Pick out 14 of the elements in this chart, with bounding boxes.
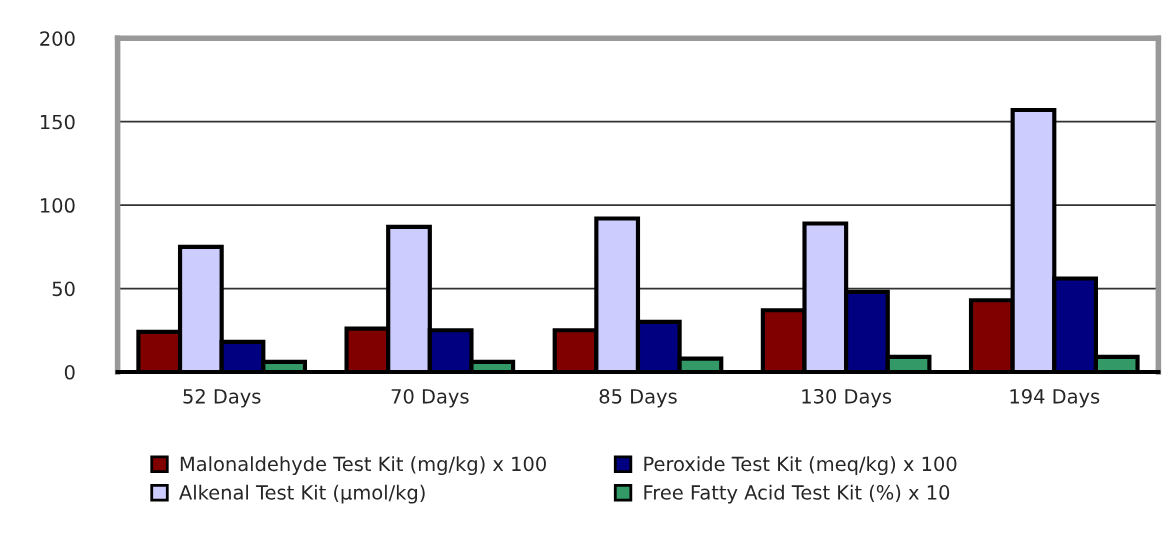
y-tick-label: 50 xyxy=(52,281,75,297)
y-tick-label: 0 xyxy=(64,364,75,380)
y-tick-label: 100 xyxy=(40,198,75,213)
legend-label: Alkenal Test Kit (µmol/kg) xyxy=(179,484,425,504)
legend-label: Free Fatty Acid Test Kit (%) x 10 xyxy=(644,484,950,504)
x-tick-label: 130 Days xyxy=(802,388,892,408)
y-tick-label: 200 xyxy=(40,31,75,46)
x-tick-label: 70 Days xyxy=(391,388,469,408)
x-tick-label: 52 Days xyxy=(183,388,261,408)
x-tick-label: 194 Days xyxy=(1010,388,1100,408)
y-tick-label: 150 xyxy=(40,114,75,130)
legend-label: Peroxide Test Kit (meq/kg) x 100 xyxy=(644,456,957,476)
legend-label: Malonaldehyde Test Kit (mg/kg) x 100 xyxy=(180,456,546,476)
x-tick-label: 85 Days xyxy=(599,388,677,408)
